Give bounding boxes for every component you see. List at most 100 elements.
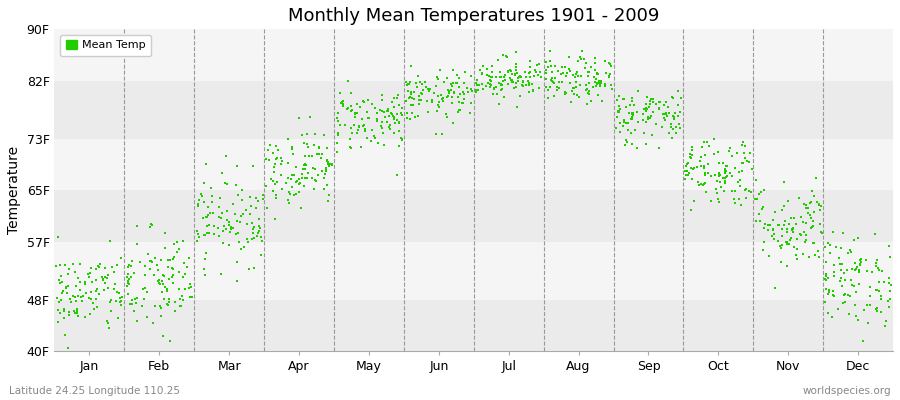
Point (77, 279, 92, 285)
Point (752, 211, 766, 217)
Point (522, 82, 536, 88)
Point (345, 107, 359, 114)
Point (590, 83, 604, 89)
Point (511, 74, 526, 80)
Point (522, 70, 536, 76)
Point (205, 193, 220, 200)
Point (348, 110, 363, 117)
Point (320, 198, 335, 204)
Point (133, 259, 148, 265)
Point (794, 214, 808, 220)
Point (570, 92, 584, 98)
Point (539, 70, 554, 76)
Point (356, 98, 371, 104)
Point (574, 73, 589, 79)
Point (392, 142, 406, 149)
Point (381, 106, 395, 112)
Point (698, 170, 712, 176)
Point (874, 293, 888, 299)
Point (262, 156, 276, 163)
Point (320, 168, 334, 174)
Point (230, 259, 244, 266)
Point (586, 84, 600, 90)
Point (374, 124, 389, 131)
Point (683, 155, 698, 162)
Point (523, 74, 537, 80)
Point (649, 121, 663, 127)
Point (670, 113, 685, 120)
Point (882, 275, 896, 281)
Point (349, 110, 364, 116)
Point (346, 122, 361, 128)
Point (130, 294, 144, 301)
Point (804, 225, 818, 232)
Point (704, 173, 718, 179)
Point (362, 115, 376, 121)
Point (194, 191, 208, 197)
Point (812, 200, 826, 207)
Point (400, 82, 415, 89)
Point (97, 265, 112, 271)
Point (717, 170, 732, 176)
Point (53, 310, 68, 316)
Point (177, 271, 192, 277)
Point (329, 140, 344, 146)
Point (783, 236, 797, 243)
Point (543, 48, 557, 54)
Point (541, 95, 555, 102)
Point (684, 165, 698, 171)
Point (662, 110, 676, 116)
Point (546, 79, 561, 85)
Point (428, 130, 443, 137)
Point (497, 94, 511, 100)
Point (853, 260, 868, 267)
Point (322, 192, 337, 198)
Point (482, 84, 497, 91)
Point (336, 101, 350, 107)
Point (630, 108, 644, 115)
Point (402, 94, 417, 100)
Point (687, 165, 701, 172)
Point (805, 199, 819, 205)
Point (390, 111, 404, 117)
Point (472, 82, 486, 88)
Point (819, 259, 833, 265)
Point (221, 219, 236, 226)
Point (69, 308, 84, 314)
Point (89, 304, 104, 310)
Point (778, 238, 793, 245)
Point (744, 189, 759, 196)
Point (775, 226, 789, 232)
Point (680, 161, 694, 168)
Point (377, 108, 392, 115)
Point (56, 288, 70, 294)
Point (411, 101, 426, 107)
Point (869, 263, 884, 270)
Point (338, 122, 352, 129)
Point (380, 108, 394, 114)
Point (644, 132, 659, 138)
Point (616, 119, 631, 126)
Point (130, 223, 144, 229)
Point (571, 73, 585, 80)
Point (70, 313, 85, 320)
Point (659, 111, 673, 117)
Point (780, 226, 795, 232)
Point (736, 160, 751, 166)
Point (854, 256, 868, 262)
Point (786, 225, 800, 232)
Point (827, 293, 842, 299)
Point (66, 261, 80, 267)
Point (286, 151, 301, 157)
Point (860, 302, 874, 309)
Point (458, 69, 473, 76)
Point (139, 263, 153, 270)
Point (837, 292, 851, 298)
Point (805, 188, 819, 194)
Point (594, 77, 608, 84)
Point (583, 98, 598, 104)
Point (83, 310, 97, 317)
Point (626, 110, 641, 117)
Point (551, 68, 565, 74)
Point (832, 277, 847, 284)
